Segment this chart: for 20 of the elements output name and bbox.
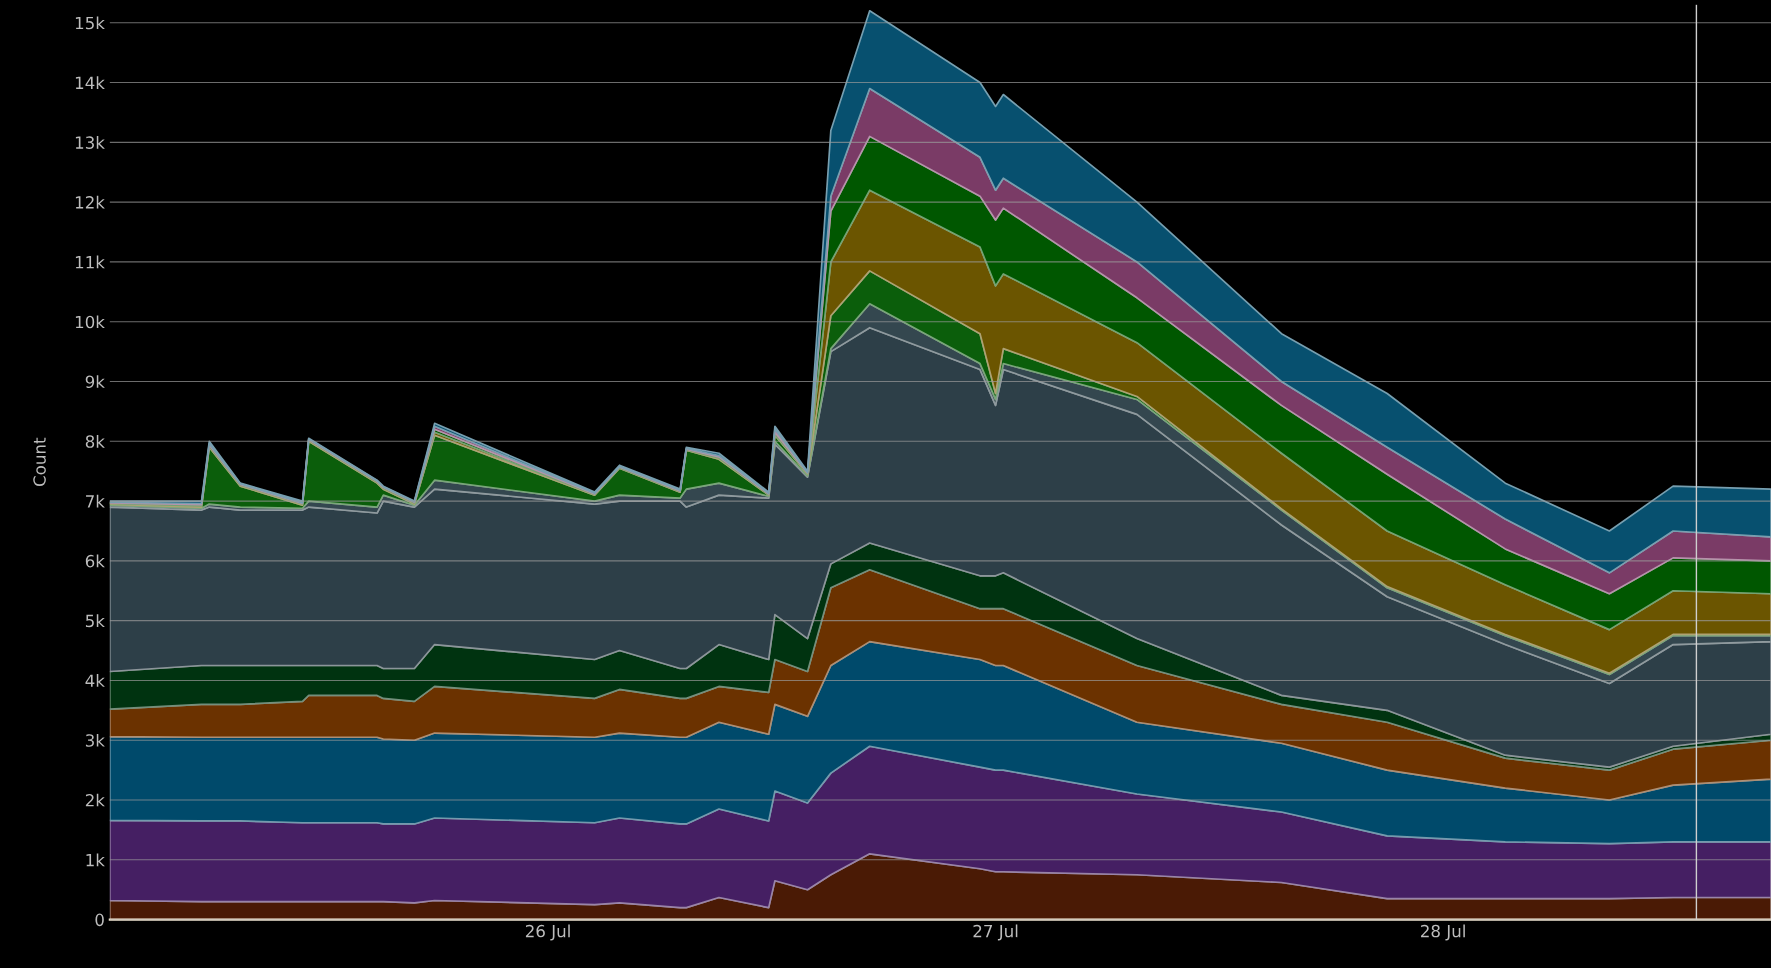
y-tick-label: 0 [95, 913, 104, 927]
y-tick-label: 8k [85, 434, 105, 448]
x-tick-label: 27 Jul [973, 924, 1018, 941]
y-tick-label: 7k [86, 494, 105, 508]
y-tick-label: 2k [85, 793, 105, 807]
y-axis-title: Count [33, 437, 46, 487]
y-tick-label: 6k [85, 554, 105, 568]
y-tick-label: 5k [85, 614, 105, 628]
y-tick-label: 1k [86, 853, 105, 867]
y-tick-label: 9k [85, 375, 105, 389]
y-tick-label: 12k [75, 195, 105, 209]
x-tick-label: 28 Jul [1421, 924, 1465, 941]
y-tick-label: 3k [85, 733, 105, 747]
y-tick-label: 10k [75, 315, 105, 329]
y-tick-label: 14k [75, 76, 105, 89]
y-tick-label: 15k [75, 16, 105, 30]
x-tick-label: 26 Jul [525, 924, 570, 941]
y-tick-label: 13k [75, 136, 105, 149]
y-tick-label: 4k [85, 674, 105, 687]
y-tick-label: 11k [75, 255, 105, 269]
